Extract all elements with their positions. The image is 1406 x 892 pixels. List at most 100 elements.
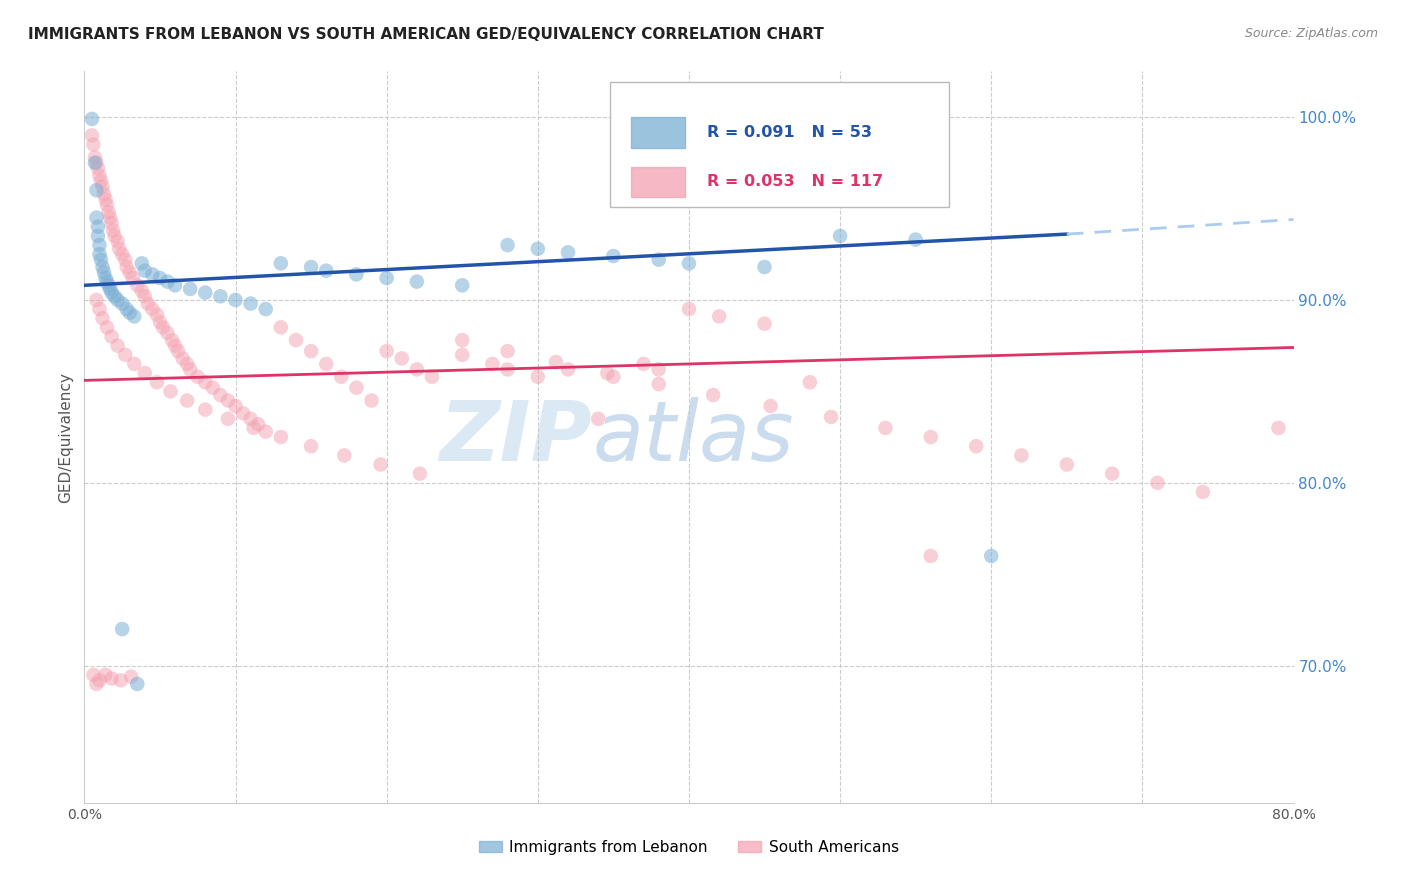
Point	[702, 388, 724, 402]
Point	[93, 186, 115, 201]
Point	[239, 296, 262, 310]
Point	[156, 326, 179, 340]
Point	[94, 667, 117, 681]
Point	[90, 252, 112, 267]
Point	[100, 216, 122, 230]
Point	[1146, 475, 1168, 490]
Point	[122, 357, 145, 371]
Point	[596, 366, 619, 380]
Point	[602, 369, 624, 384]
Point	[97, 205, 120, 219]
Point	[980, 549, 1002, 563]
Point	[678, 301, 700, 316]
Point	[375, 271, 398, 285]
Point	[121, 271, 143, 285]
Point	[588, 411, 610, 425]
Point	[194, 375, 217, 389]
Point	[100, 672, 122, 686]
Point	[141, 301, 163, 316]
Point	[118, 265, 141, 279]
Point	[709, 310, 731, 324]
Text: IMMIGRANTS FROM LEBANON VS SOUTH AMERICAN GED/EQUIVALENCY CORRELATION CHART: IMMIGRANTS FROM LEBANON VS SOUTH AMERICA…	[28, 27, 824, 42]
Point	[127, 278, 149, 293]
Point	[209, 388, 232, 402]
Point	[315, 263, 337, 277]
Point	[114, 348, 136, 362]
Point	[136, 296, 159, 310]
Point	[920, 549, 942, 563]
Point	[146, 375, 169, 389]
Point	[115, 260, 138, 274]
Point	[96, 320, 118, 334]
Point	[602, 249, 624, 263]
Point	[114, 252, 136, 267]
Text: atlas: atlas	[592, 397, 794, 477]
Point	[194, 402, 217, 417]
Bar	[631, 118, 685, 148]
Point	[172, 351, 194, 366]
Text: R = 0.091   N = 53: R = 0.091 N = 53	[707, 125, 872, 140]
Point	[254, 425, 277, 439]
Point	[90, 174, 112, 188]
Point	[86, 183, 108, 197]
Point	[111, 247, 134, 261]
Point	[165, 278, 187, 293]
Point	[754, 260, 776, 274]
Point	[1267, 421, 1289, 435]
Point	[134, 366, 156, 380]
Bar	[631, 167, 685, 197]
Point	[406, 362, 429, 376]
Point	[904, 233, 927, 247]
Point	[242, 421, 264, 435]
Point	[179, 282, 201, 296]
Point	[209, 289, 232, 303]
Point	[87, 228, 110, 243]
Point	[346, 268, 368, 282]
Point	[152, 320, 174, 334]
Point	[179, 362, 201, 376]
Point	[830, 228, 852, 243]
Point	[111, 296, 134, 310]
Text: ZIP: ZIP	[440, 397, 592, 477]
Point	[84, 155, 107, 169]
Text: R = 0.053   N = 117: R = 0.053 N = 117	[707, 175, 883, 189]
Point	[96, 198, 118, 212]
Point	[557, 245, 579, 260]
Point	[333, 448, 356, 462]
Point	[149, 315, 172, 329]
Point	[965, 439, 987, 453]
Point	[254, 301, 277, 316]
Point	[496, 344, 519, 359]
Point	[648, 252, 671, 267]
Point	[86, 677, 108, 691]
Point	[118, 306, 141, 320]
Point	[107, 293, 129, 307]
Point	[160, 333, 183, 347]
Point	[87, 219, 110, 234]
Point	[370, 458, 392, 472]
Point	[194, 285, 217, 300]
Point	[86, 293, 108, 307]
Point	[225, 293, 247, 307]
Point	[391, 351, 413, 366]
Point	[93, 265, 115, 279]
Point	[217, 411, 239, 425]
Point	[1011, 448, 1033, 462]
Point	[111, 622, 134, 636]
Point	[557, 362, 579, 376]
Point	[94, 271, 117, 285]
Point	[754, 317, 776, 331]
Point	[360, 393, 382, 408]
Point	[87, 161, 110, 176]
Point	[115, 301, 138, 316]
Point	[633, 357, 655, 371]
Point	[131, 284, 153, 298]
Point	[134, 263, 156, 277]
Point	[91, 179, 114, 194]
Point	[527, 369, 550, 384]
Point	[1101, 467, 1123, 481]
Point	[86, 211, 108, 225]
Point	[201, 381, 224, 395]
Point	[270, 320, 292, 334]
Point	[496, 238, 519, 252]
